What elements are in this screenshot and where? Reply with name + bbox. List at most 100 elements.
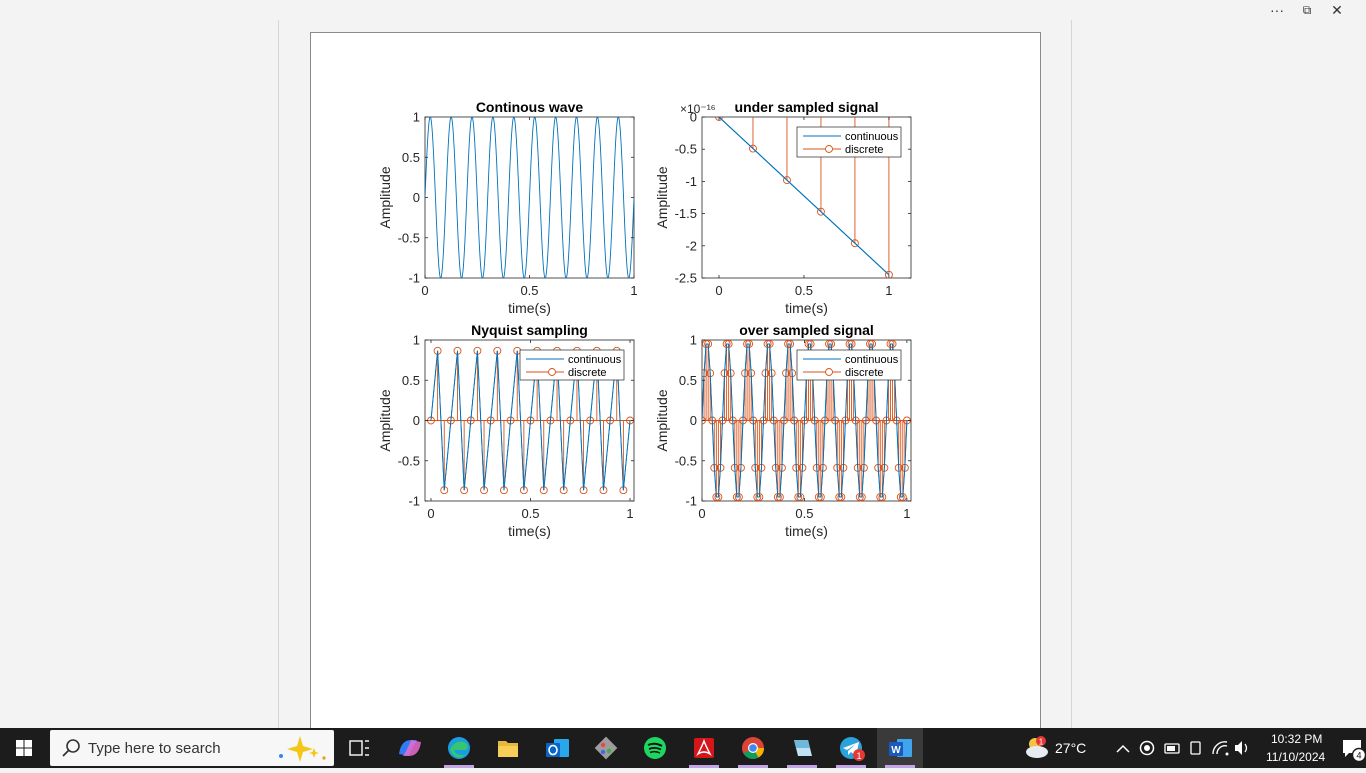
y-tick-label: -0.5	[675, 453, 697, 468]
y-tick-label: -2.5	[675, 271, 697, 286]
windows-icon	[16, 740, 32, 756]
y-tick-label: -1	[685, 494, 697, 509]
x-axis-label: time(s)	[785, 300, 828, 316]
legend-label-continuous: continuous	[845, 354, 899, 366]
telegram-button[interactable]: 1	[828, 728, 874, 768]
y-tick-label: 0.5	[402, 373, 420, 388]
x-tick-label: 0	[698, 506, 705, 521]
spotify-button[interactable]	[632, 728, 678, 768]
subplot-title: under sampled signal	[735, 99, 879, 115]
acrobat-button[interactable]	[681, 728, 727, 768]
y-tick-label: 0.5	[402, 150, 420, 165]
document-area[interactable]: 0 0.5 1 1 0.5 0 -0.5 -1 Continous wave time(s) Amp…	[0, 0, 1366, 729]
y-tick-label: 1	[413, 110, 420, 125]
y-tick-label: 0	[413, 413, 420, 428]
y-axis-label: Amplitude	[654, 389, 670, 451]
x-tick-label: 1	[885, 283, 892, 298]
legend-box	[519, 349, 625, 381]
taskbar: Type here to search	[0, 728, 1366, 768]
legend-label-discrete: discrete	[568, 367, 607, 379]
y-tick-label: 0	[690, 110, 697, 125]
stem-marker	[816, 207, 825, 216]
search-placeholder: Type here to search	[88, 740, 221, 757]
wifi-icon	[1212, 741, 1228, 755]
y-exponent-label: ×10⁻¹⁶	[680, 102, 716, 116]
x-tick-label: 0.5	[520, 283, 538, 298]
legend-marker-discrete	[825, 368, 833, 376]
telegram-icon: 1	[840, 737, 865, 761]
legend-box	[796, 349, 902, 381]
series-continuous-line-top	[718, 117, 890, 276]
battery-icon	[1164, 743, 1180, 754]
svg-text:W: W	[891, 745, 901, 756]
word-button[interactable]: W	[877, 728, 923, 768]
stem-marker	[884, 270, 893, 278]
weather-badge: 1	[1039, 738, 1044, 747]
task-view-button[interactable]	[336, 728, 382, 768]
legend-label-discrete: discrete	[845, 144, 884, 156]
x-tick-label: 1	[903, 506, 910, 521]
y-tick-label: 0	[690, 413, 697, 428]
y-tick-label: -1	[408, 494, 420, 509]
stem-marker	[702, 416, 706, 425]
series-continuous-line	[425, 117, 634, 278]
outlook-icon	[546, 739, 569, 757]
chrome-button[interactable]	[730, 728, 776, 768]
y-tick-label: 0	[413, 190, 420, 205]
edge-button[interactable]	[436, 728, 482, 768]
weather-icon[interactable]: 1	[1021, 728, 1053, 768]
copilot-icon	[399, 740, 421, 756]
sparkle-icon	[279, 736, 326, 762]
plot-area	[425, 346, 634, 495]
y-tick-label: -0.5	[398, 453, 420, 468]
search-icon	[62, 739, 80, 757]
stem-marker	[783, 176, 791, 185]
search-input[interactable]: Type here to search	[50, 730, 334, 766]
y-axis-label: Amplitude	[377, 389, 393, 451]
legend-box	[796, 126, 902, 158]
restore-button[interactable]: ⧉	[1302, 3, 1312, 17]
tray-icons	[1116, 740, 1248, 756]
weather-temp[interactable]: 27°C	[1055, 740, 1087, 756]
git-button[interactable]	[583, 728, 629, 768]
word-icon: W	[889, 739, 912, 757]
subplot-2	[701, 116, 912, 279]
subplot-title: over sampled signal	[739, 322, 874, 338]
y-tick-label: -2	[685, 238, 697, 253]
notepad-button[interactable]	[779, 728, 825, 768]
legend-label-continuous: continuous	[845, 131, 899, 143]
subplot-title: Continous wave	[476, 99, 584, 115]
file-explorer-button[interactable]	[485, 728, 531, 768]
more-options-button[interactable]: ···	[1270, 2, 1284, 18]
y-axis-label: Amplitude	[654, 166, 670, 228]
clock-date[interactable]: 11/10/2024	[1266, 750, 1326, 764]
close-button[interactable]: ✕	[1331, 2, 1343, 18]
x-tick-label: 1	[626, 506, 633, 521]
notification-icon[interactable]: 4	[1339, 728, 1366, 768]
x-tick-label: 0	[421, 283, 428, 298]
chrome-icon	[742, 737, 764, 759]
notification-count: 4	[1356, 751, 1361, 761]
legend-label-discrete: discrete	[845, 367, 884, 379]
subplot-4	[701, 339, 912, 502]
edge-icon	[448, 737, 470, 759]
subplot-1	[424, 116, 635, 279]
stem-marker	[749, 144, 757, 153]
document-page[interactable]: 0 0.5 1 1 0.5 0 -0.5 -1 Continous wave time(s) Amp…	[310, 32, 1041, 729]
clock-time[interactable]: 10:32 PM	[1271, 732, 1323, 746]
stem-marker	[850, 239, 859, 248]
x-tick-label: 0	[427, 506, 434, 521]
git-icon	[594, 736, 618, 760]
x-axis-label: time(s)	[508, 300, 551, 316]
legend-label-continuous: continuous	[568, 354, 622, 366]
folder-icon	[498, 741, 518, 757]
legend-marker-discrete	[548, 368, 556, 376]
start-button[interactable]	[0, 728, 48, 768]
legend-marker-discrete	[825, 145, 833, 153]
task-view-icon	[349, 740, 369, 756]
outlook-button[interactable]	[534, 728, 580, 768]
y-tick-label: -0.5	[675, 142, 697, 157]
matlab-figure: 0 0.5 1 1 0.5 0 -0.5 -1 Continous wave time(s) Amp…	[377, 99, 912, 539]
subplot-3	[424, 339, 635, 502]
copilot-button[interactable]	[387, 728, 433, 768]
